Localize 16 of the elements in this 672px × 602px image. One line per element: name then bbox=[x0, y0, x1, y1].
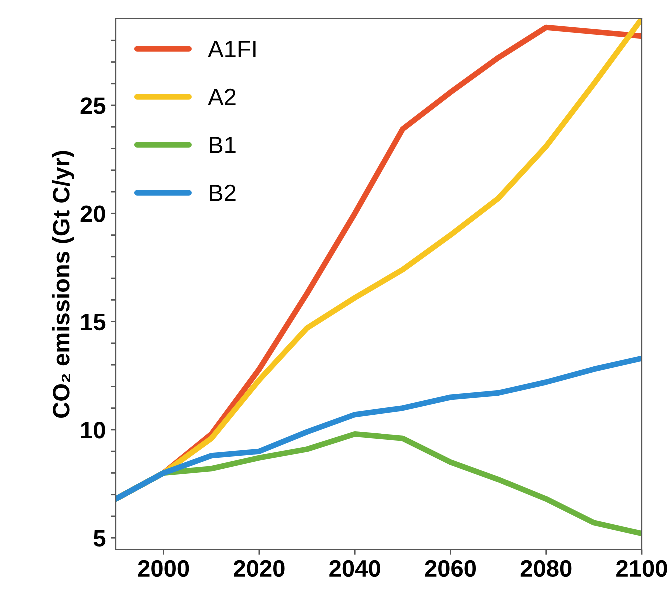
y-tick-label: 5 bbox=[94, 530, 106, 547]
y-tick-label: 15 bbox=[82, 314, 106, 331]
x-tick-label: 2100 bbox=[616, 560, 668, 578]
x-tick-label: 2040 bbox=[330, 560, 380, 578]
x-tick-label: 2080 bbox=[520, 560, 572, 578]
x-tick-label: 2060 bbox=[425, 560, 476, 578]
legend-label: B2 bbox=[210, 184, 236, 202]
x-tick-label: 2000 bbox=[138, 560, 190, 578]
y-axis-title: CO₂ emissions (Gt C/yr) bbox=[52, 151, 74, 418]
y-tick-label: 10 bbox=[82, 422, 106, 439]
legend-label: A2 bbox=[208, 88, 236, 106]
x-tick-label: 2020 bbox=[234, 560, 285, 578]
y-tick-label: 25 bbox=[80, 98, 106, 114]
legend-label: B1 bbox=[210, 137, 236, 154]
legend-label: A1FI bbox=[208, 41, 256, 58]
y-tick-label: 20 bbox=[80, 206, 106, 222]
